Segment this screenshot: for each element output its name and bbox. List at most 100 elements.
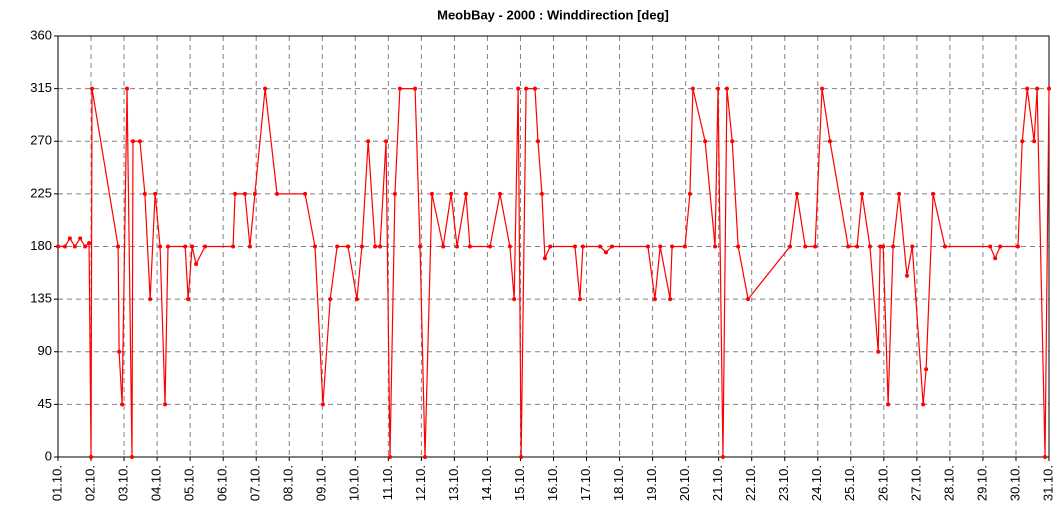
data-point: [788, 244, 793, 249]
data-point: [867, 244, 872, 249]
data-point: [1020, 139, 1025, 144]
data-point: [423, 455, 428, 459]
y-tick-label: 270: [30, 133, 52, 148]
x-tick-label: 05.10.: [182, 465, 197, 501]
data-point: [609, 244, 614, 249]
data-point: [730, 139, 735, 144]
data-point: [116, 244, 121, 249]
data-point: [56, 244, 60, 249]
y-tick-label: 225: [30, 185, 52, 200]
series-line: [58, 88, 1050, 458]
chart-title: MeobBay - 2000 : Winddirection [deg]: [437, 7, 669, 22]
data-point: [542, 256, 547, 261]
data-point: [335, 244, 340, 249]
data-point: [62, 244, 67, 249]
x-tick-label: 11.10.: [380, 465, 395, 500]
x-tick-label: 07.10.: [248, 465, 263, 501]
x-tick-label: 31.10.: [1040, 465, 1055, 501]
data-point: [413, 86, 418, 91]
data-point: [378, 244, 383, 249]
data-point: [83, 244, 88, 249]
data-point: [1035, 86, 1040, 91]
data-point: [72, 244, 77, 249]
data-point: [1047, 86, 1051, 91]
data-point: [1015, 244, 1020, 249]
x-tick-label: 10.10.: [347, 465, 362, 501]
data-point: [539, 191, 544, 196]
data-point: [78, 236, 83, 241]
data-point: [645, 244, 650, 249]
data-point: [312, 244, 317, 249]
y-tick-label: 315: [30, 80, 52, 95]
data-point: [153, 191, 158, 196]
data-point: [724, 86, 729, 91]
x-tick-label: 23.10.: [776, 465, 791, 501]
data-point: [429, 191, 434, 196]
data-point: [993, 256, 998, 261]
data-point: [463, 191, 468, 196]
data-point: [524, 86, 529, 91]
data-point: [921, 402, 926, 407]
data-point: [90, 86, 95, 91]
data-point: [384, 139, 389, 144]
data-point: [904, 273, 909, 278]
data-point: [190, 244, 195, 249]
data-point: [713, 244, 718, 249]
data-point: [910, 244, 915, 249]
data-point: [652, 297, 657, 302]
data-point: [716, 86, 721, 91]
data-point: [166, 244, 171, 249]
data-point: [519, 455, 524, 459]
x-tick-label: 13.10.: [446, 465, 461, 501]
data-point: [1032, 139, 1037, 144]
data-point: [720, 455, 725, 459]
data-point: [186, 297, 191, 302]
data-point: [580, 244, 585, 249]
data-point: [931, 191, 936, 196]
data-point: [803, 244, 808, 249]
x-tick-label: 04.10.: [149, 465, 164, 501]
data-point: [87, 240, 92, 245]
data-point: [878, 244, 883, 249]
data-point: [860, 191, 865, 196]
data-point: [827, 139, 832, 144]
y-tick-label: 360: [30, 27, 52, 42]
data-point: [242, 191, 247, 196]
data-point: [682, 244, 687, 249]
data-point: [668, 297, 673, 302]
y-tick-label: 180: [30, 238, 52, 253]
data-point: [129, 455, 134, 459]
x-tick-label: 25.10.: [842, 465, 857, 501]
data-point: [1043, 455, 1048, 459]
data-point: [449, 191, 454, 196]
data-point: [397, 86, 402, 91]
data-point: [942, 244, 947, 249]
x-tick-label: 19.10.: [644, 465, 659, 501]
data-point: [820, 86, 825, 91]
data-point: [533, 86, 538, 91]
y-tick-label: 135: [30, 291, 52, 306]
x-tick-label: 16.10.: [545, 465, 560, 501]
data-point: [512, 297, 517, 302]
data-point: [670, 244, 675, 249]
x-tick-label: 21.10.: [710, 465, 725, 501]
data-point: [346, 244, 351, 249]
x-tick-label: 24.10.: [809, 465, 824, 501]
data-point: [194, 262, 199, 267]
data-point: [303, 191, 308, 196]
data-point: [202, 244, 207, 249]
data-point: [418, 244, 423, 249]
data-point: [535, 139, 540, 144]
data-point: [130, 139, 135, 144]
x-tick-label: 20.10.: [677, 465, 692, 501]
x-tick-label: 18.10.: [611, 465, 626, 501]
data-point: [703, 139, 708, 144]
data-point: [507, 244, 512, 249]
x-tick-label: 17.10.: [578, 465, 593, 501]
data-point: [158, 244, 163, 249]
data-point: [263, 86, 268, 91]
y-tick-label: 45: [38, 396, 52, 411]
x-tick-label: 15.10.: [512, 465, 527, 501]
data-point: [813, 244, 818, 249]
data-point: [354, 297, 359, 302]
